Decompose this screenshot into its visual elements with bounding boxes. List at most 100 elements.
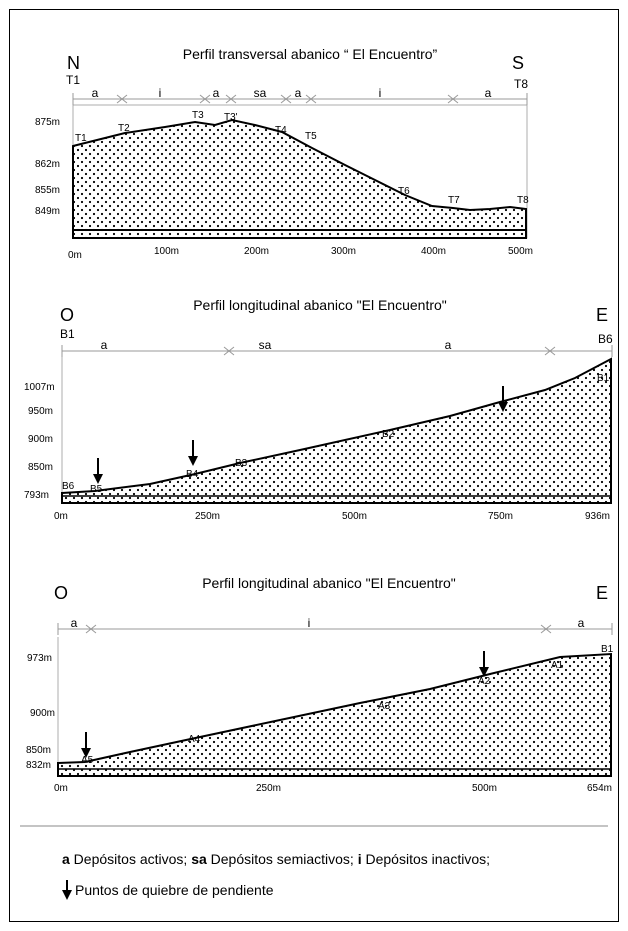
profile-title: Perfil transversal abanico “ El Encuentr… [183,46,438,62]
distance-label: 0m [54,511,68,522]
start-label: T1 [66,73,80,87]
legend-text-sa: Depósitos semiactivos; [206,851,358,867]
point-label: T3' [224,112,238,123]
point-label: T2 [118,123,130,134]
direction-left: N [67,53,80,73]
slope-break-arrow [479,651,489,677]
segment-bar [57,623,613,635]
distance-label: 0m [68,250,82,261]
figure-frame [9,9,619,922]
elevation-label: 973m [27,653,52,664]
profile-transversal: Perfil transversal abanico “ El Encuentr… [35,46,533,261]
distance-label: 250m [195,511,220,522]
direction-right: E [596,583,608,603]
distance-label: 0m [54,783,68,794]
elevation-label: 855m [35,185,60,196]
segment-label: a [92,86,99,100]
segment-label: a [101,338,108,352]
profile-title: Perfil longitudinal abanico "El Encuentr… [202,575,456,591]
segment-label: a [445,338,452,352]
point-label: T7 [448,195,460,206]
distance-label: 100m [154,246,179,257]
point-label: A4 [188,734,201,745]
point-label: A1 [551,660,564,671]
elevation-label: 850m [26,745,51,756]
segment-label: a [578,616,585,630]
terrain-profile [72,118,527,239]
legend-key-i: i [357,851,362,867]
profile-longitudinal-a: Perfil longitudinal abanico "El Encuentr… [26,575,614,794]
profile-longitudinal-b: Perfil longitudinal abanico "El Encuentr… [24,297,613,522]
segment-label: sa [259,338,272,352]
direction-right: E [596,305,608,325]
point-label: T6 [398,186,410,197]
elevation-label: 862m [35,159,60,170]
elevation-label: 950m [28,406,53,417]
point-label: B4 [186,469,199,480]
distance-label: 500m [472,783,497,794]
segment-label: i [379,86,382,100]
elevation-label: 849m [35,206,60,217]
legend-slope-break: Puntos de quiebre de pendiente [75,882,274,898]
segment-label: i [159,86,162,100]
point-label: B6 [62,481,75,492]
legend-text-a: Depósitos activos; [69,851,192,867]
distance-label: 300m [331,246,356,257]
distance-label: 654m [587,783,612,794]
segment-label: sa [254,86,267,100]
segment-bar [72,93,528,105]
distance-label: 200m [244,246,269,257]
point-label: A2 [478,676,491,687]
slope-break-arrow [498,386,508,412]
point-label: T8 [517,195,529,206]
point-label: A3 [378,701,391,712]
slope-break-arrows [81,651,489,758]
terrain-profile [57,652,612,777]
slope-break-arrow [93,458,103,484]
terrain-profile [61,357,612,504]
direction-right: S [512,53,524,73]
legend-key-a: a [62,851,70,867]
legend-text-i: Depósitos inactivos; [361,851,491,867]
point-label: T3 [192,110,204,121]
point-label: A5 [81,755,94,766]
elevation-label: 850m [28,462,53,473]
elevation-label: 900m [28,434,53,445]
segment-label: a [71,616,78,630]
segment-label: a [295,86,302,100]
point-label: B1 [597,373,610,384]
point-label: B3 [235,458,248,469]
profile-title: Perfil longitudinal abanico "El Encuentr… [193,297,447,313]
direction-left: O [60,305,74,325]
distance-label: 500m [342,511,367,522]
elevation-label: 875m [35,117,60,128]
elevation-label: 900m [30,708,55,719]
elevation-label: 793m [24,490,49,501]
slope-break-arrow [188,440,198,466]
end-label: B6 [598,332,613,346]
start-label: B1 [60,327,75,341]
elevation-label: 1007m [24,382,55,393]
point-label: T1 [75,133,87,144]
distance-label: 750m [488,511,513,522]
distance-label: 500m [508,246,533,257]
segment-label: a [213,86,220,100]
segment-label: i [308,616,311,630]
segment-bar [61,345,613,357]
legend-deposits: a Depósitos activos; sa Depósitos semiac… [62,851,490,867]
point-label: B5 [90,484,103,495]
slope-break-arrows [93,386,508,484]
direction-left: O [54,583,68,603]
point-label: B2 [382,429,395,440]
elevation-label: 832m [26,760,51,771]
point-label: T4 [275,125,287,136]
point-label: B1 [601,644,614,655]
slope-break-arrow [81,732,91,758]
slope-break-legend-icon [62,880,72,900]
distance-label: 250m [256,783,281,794]
legend-key-sa: sa [191,851,207,867]
distance-label: 400m [421,246,446,257]
distance-label: 936m [585,511,610,522]
segment-label: a [485,86,492,100]
